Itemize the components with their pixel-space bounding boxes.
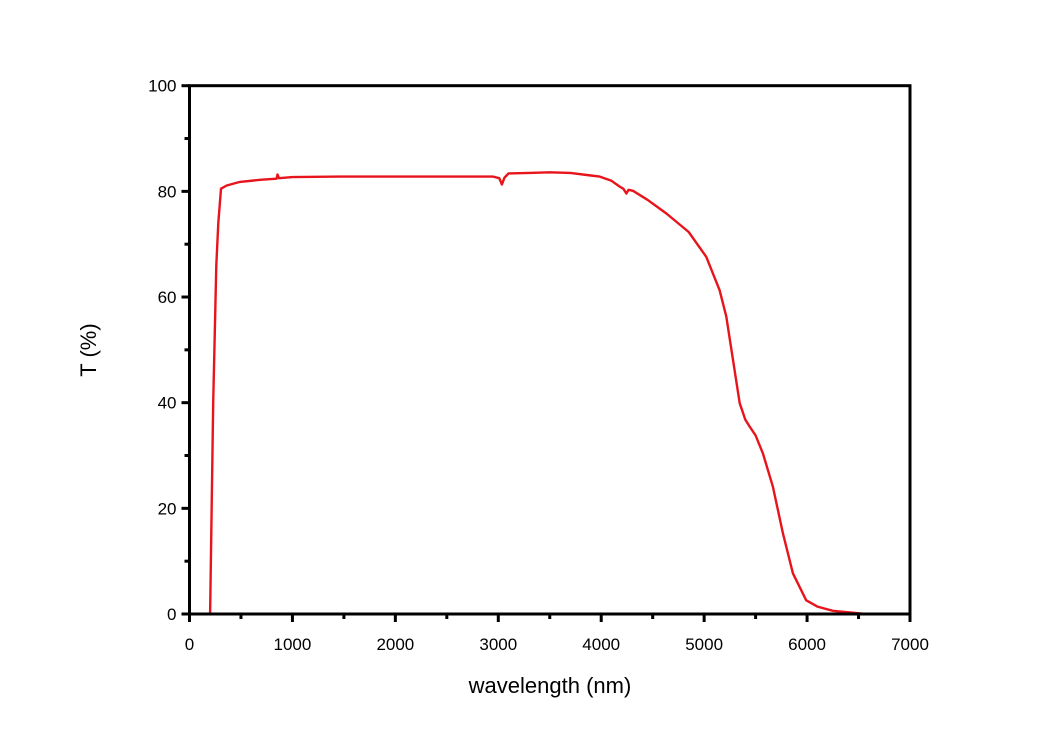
x-tick-label: 5000 (685, 635, 723, 654)
y-tick-label: 0 (167, 605, 176, 624)
x-tick-label: 4000 (582, 635, 620, 654)
x-tick-label: 7000 (891, 635, 929, 654)
x-tick-label: 0 (185, 635, 194, 654)
plot-frame (188, 84, 912, 616)
y-tick-label: 20 (158, 499, 177, 518)
x-tick-label: 2000 (376, 635, 414, 654)
transmission-series-line (208, 171, 910, 616)
y-tick-label: 60 (158, 288, 177, 307)
y-axis-title: T (%) (76, 323, 101, 376)
y-tick-label: 80 (158, 182, 177, 201)
x-tick-label: 1000 (274, 635, 312, 654)
x-axis-title: wavelength (nm) (468, 673, 632, 698)
y-tick-label: 40 (158, 394, 177, 413)
x-tick-label: 6000 (788, 635, 826, 654)
x-tick-label: 3000 (479, 635, 517, 654)
y-tick-label: 100 (148, 77, 176, 96)
